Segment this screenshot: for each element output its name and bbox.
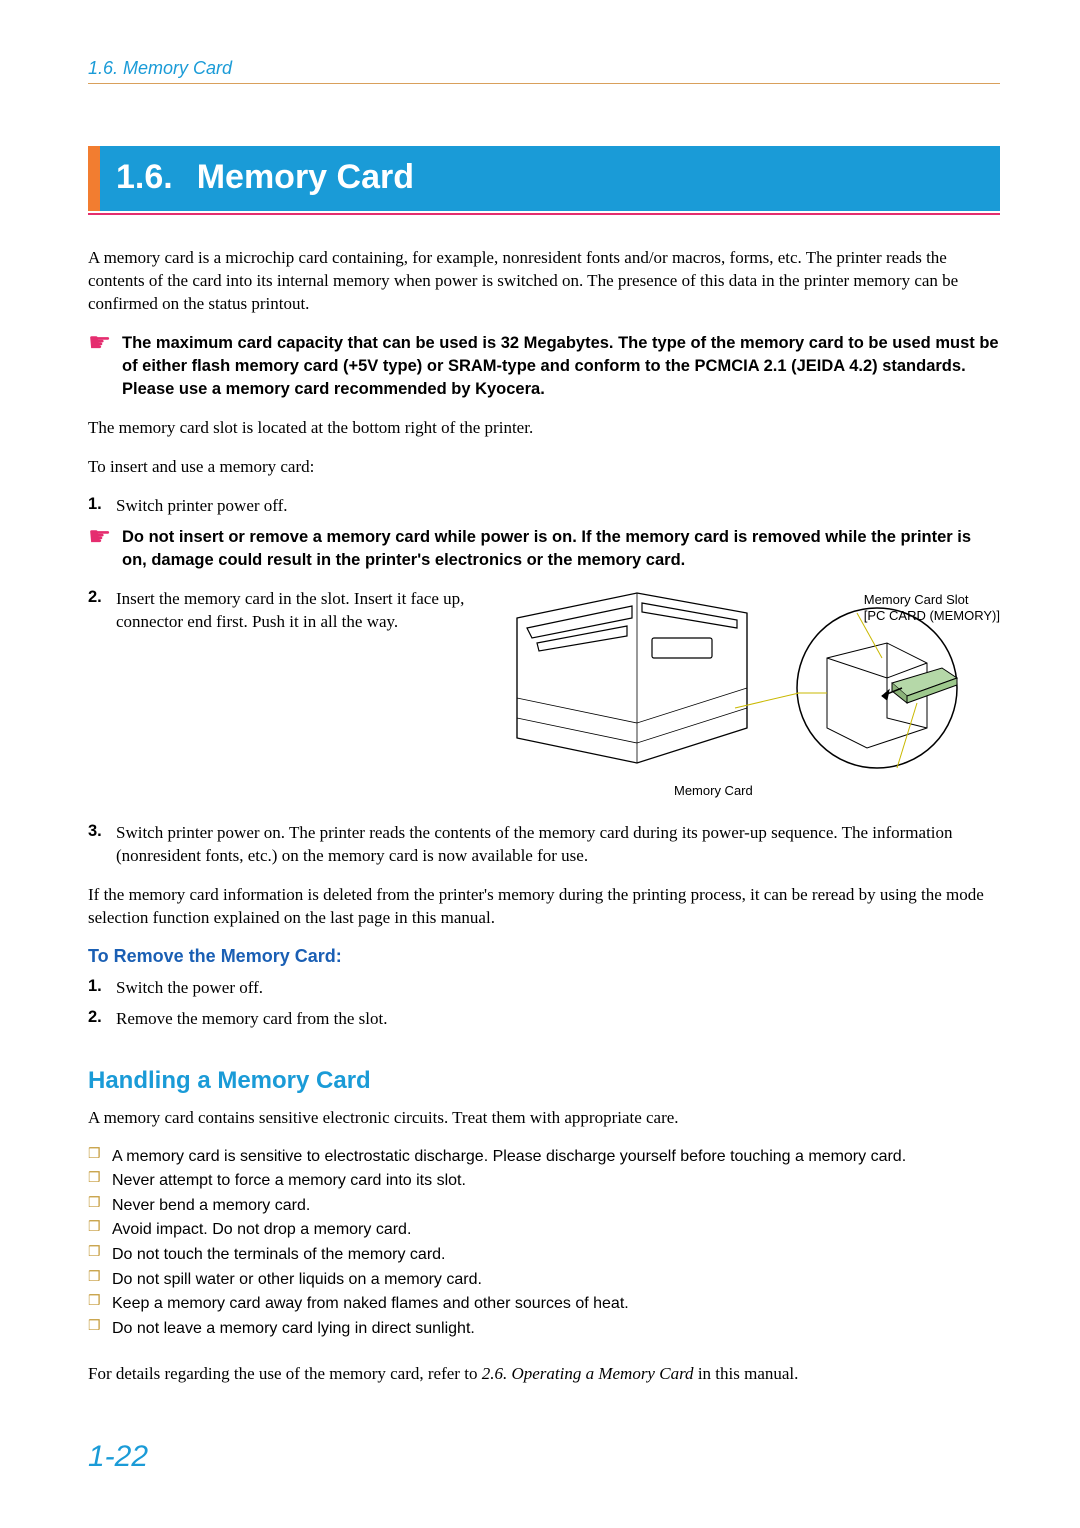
- handling-heading: Handling a Memory Card: [88, 1067, 1000, 1095]
- step-number: 3.: [88, 822, 116, 841]
- checklist-text: Do not touch the terminals of the memory…: [112, 1244, 445, 1266]
- running-header: 1.6. Memory Card: [88, 58, 1000, 79]
- body-slot-location: The memory card slot is located at the b…: [88, 417, 1000, 440]
- note-text: Do not insert or remove a memory card wh…: [122, 526, 1000, 572]
- checklist-item: ❒A memory card is sensitive to electrost…: [88, 1146, 1000, 1168]
- printer-figure: Memory Card Slot [PC CARD (MEMORY)] Memo…: [474, 588, 1000, 798]
- note-text: The maximum card capacity that can be us…: [122, 332, 1000, 401]
- step-2: 2. Insert the memory card in the slot. I…: [88, 588, 468, 634]
- figure-label-card: Memory Card: [674, 783, 753, 798]
- checklist-item: ❒Avoid impact. Do not drop a memory card…: [88, 1219, 1000, 1241]
- checklist-text: Keep a memory card away from naked flame…: [112, 1293, 629, 1315]
- figure-label-slot: Memory Card Slot [PC CARD (MEMORY)]: [864, 592, 1000, 623]
- step-text: Switch printer power off.: [116, 495, 1000, 518]
- remove-heading: To Remove the Memory Card:: [88, 946, 1000, 967]
- step-number: 2.: [88, 1008, 116, 1027]
- header-rule: [88, 83, 1000, 84]
- checklist-text: Do not spill water or other liquids on a…: [112, 1269, 482, 1291]
- section-title: 1.6. Memory Card: [88, 146, 1000, 211]
- step-number: 1.: [88, 977, 116, 996]
- pointer-icon: ☛: [88, 524, 112, 550]
- checklist-text: Avoid impact. Do not drop a memory card.: [112, 1219, 411, 1241]
- checklist-item: ❒Do not touch the terminals of the memor…: [88, 1244, 1000, 1266]
- checkbox-icon: ❒: [88, 1318, 112, 1336]
- step-1: 1. Switch printer power off.: [88, 495, 1000, 518]
- page-number: 1-22: [88, 1440, 148, 1474]
- note-capacity: ☛ The maximum card capacity that can be …: [88, 332, 1000, 401]
- step-3: 3. Switch printer power on. The printer …: [88, 822, 1000, 868]
- checkbox-icon: ❒: [88, 1195, 112, 1213]
- section-number: 1.6.: [116, 158, 173, 196]
- remove-step-1: 1. Switch the power off.: [88, 977, 1000, 1000]
- body-reread: If the memory card information is delete…: [88, 884, 1000, 930]
- checklist-item: ❒Do not leave a memory card lying in dir…: [88, 1318, 1000, 1340]
- body-insert-intro: To insert and use a memory card:: [88, 456, 1000, 479]
- checklist-item: ❒Keep a memory card away from naked flam…: [88, 1293, 1000, 1315]
- step-text: Switch printer power on. The printer rea…: [116, 822, 1000, 868]
- handling-checklist: ❒A memory card is sensitive to electrost…: [88, 1146, 1000, 1340]
- checkbox-icon: ❒: [88, 1146, 112, 1164]
- checkbox-icon: ❒: [88, 1244, 112, 1262]
- step-text: Switch the power off.: [116, 977, 1000, 1000]
- remove-step-2: 2. Remove the memory card from the slot.: [88, 1008, 1000, 1031]
- checkbox-icon: ❒: [88, 1219, 112, 1237]
- step-text: Remove the memory card from the slot.: [116, 1008, 1000, 1031]
- step-number: 1.: [88, 495, 116, 514]
- step-2-with-figure: 2. Insert the memory card in the slot. I…: [88, 588, 1000, 798]
- checklist-text: A memory card is sensitive to electrosta…: [112, 1146, 906, 1168]
- note-warning: ☛ Do not insert or remove a memory card …: [88, 526, 1000, 572]
- checkbox-icon: ❒: [88, 1293, 112, 1311]
- pointer-icon: ☛: [88, 330, 112, 356]
- section-title-text: Memory Card: [197, 158, 414, 196]
- checklist-text: Do not leave a memory card lying in dire…: [112, 1318, 475, 1340]
- checklist-item: ❒Never bend a memory card.: [88, 1195, 1000, 1217]
- step-number: 2.: [88, 588, 116, 607]
- checklist-text: Never attempt to force a memory card int…: [112, 1170, 466, 1192]
- handling-intro: A memory card contains sensitive electro…: [88, 1107, 1000, 1130]
- checkbox-icon: ❒: [88, 1269, 112, 1287]
- checklist-item: ❒Never attempt to force a memory card in…: [88, 1170, 1000, 1192]
- intro-paragraph: A memory card is a microchip card contai…: [88, 247, 1000, 316]
- step-text: Insert the memory card in the slot. Inse…: [116, 588, 468, 634]
- checklist-text: Never bend a memory card.: [112, 1195, 310, 1217]
- checkbox-icon: ❒: [88, 1170, 112, 1188]
- checklist-item: ❒Do not spill water or other liquids on …: [88, 1269, 1000, 1291]
- accent-rule: [88, 213, 1000, 215]
- closing-paragraph: For details regarding the use of the mem…: [88, 1363, 1000, 1386]
